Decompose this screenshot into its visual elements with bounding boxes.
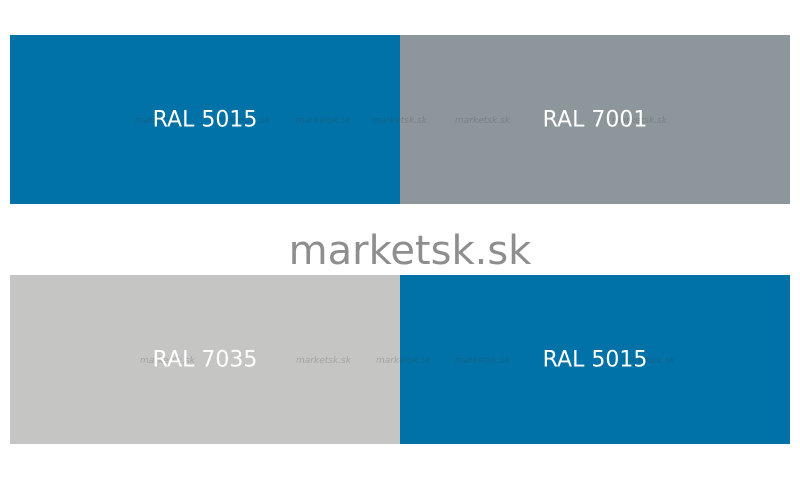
watermark: marketsk.sk [376,356,431,366]
swatch-label: RAL 7001 [542,107,648,132]
swatch-label: RAL 5015 [542,347,648,372]
swatch-ral-7001: RAL 7001 [400,35,790,204]
swatch-label: RAL 5015 [152,107,258,132]
watermark: marketsk.sk [140,356,195,366]
watermark: marketsk.sk [215,116,270,126]
swatch-label: RAL 7035 [152,347,258,372]
watermark: marketsk.sk [296,356,351,366]
watermark: marketsk.sk [455,356,510,366]
watermark: marketsk.sk [455,116,510,126]
swatch-ral-7035: RAL 7035 [10,275,400,444]
watermark: marketsk.sk [612,116,667,126]
swatch-ral-5015-top: RAL 5015 [10,35,400,204]
brand-logo-text: marketsk.sk [288,228,532,274]
watermark: marketsk.sk [135,116,190,126]
swatch-ral-5015-bottom: RAL 5015 [400,275,790,444]
watermark: marketsk.sk [372,116,427,126]
watermark: marketsk.sk [620,356,675,366]
watermark: marketsk.sk [296,116,351,126]
